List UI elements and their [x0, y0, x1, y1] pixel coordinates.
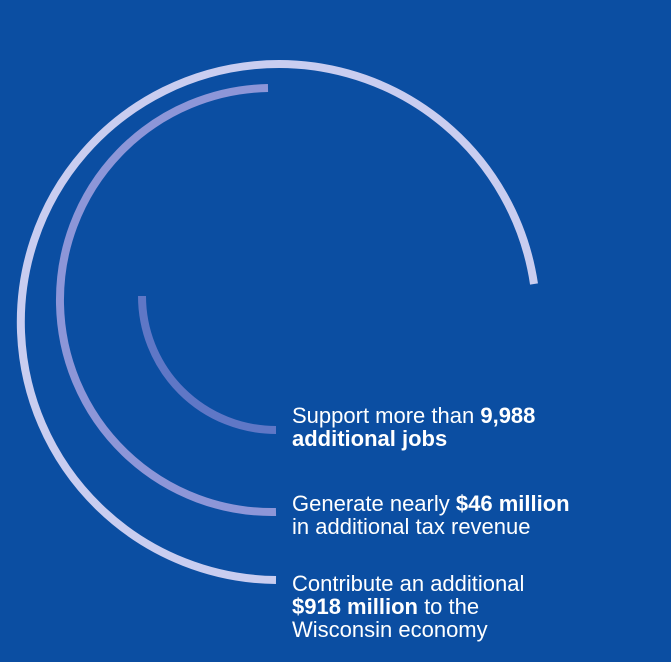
stat-tax-prefix: Generate nearly — [292, 491, 456, 516]
stat-tax-label: in additional tax revenue — [292, 514, 531, 539]
stat-jobs-label: additional jobs — [292, 426, 448, 451]
stat-economy-line3: Wisconsin economy — [292, 618, 524, 641]
stat-tax-revenue: Generate nearly $46 million in additiona… — [292, 492, 570, 538]
stat-economy-amount: $918 million — [292, 594, 418, 619]
stat-jobs-line2: additional jobs — [292, 427, 535, 450]
stat-economy-line1: Contribute an additional — [292, 572, 524, 595]
stat-jobs-prefix: Support more than — [292, 403, 481, 428]
stat-tax-amount: $46 million — [455, 491, 570, 516]
stat-economy-suffix: to the — [417, 594, 480, 619]
stat-economy: Contribute an additional $918 million to… — [292, 572, 524, 641]
stat-economy-line2: $918 million to the — [292, 595, 524, 618]
stat-tax-line1: Generate nearly $46 million — [292, 492, 570, 515]
stat-jobs-line1: Support more than 9,988 — [292, 404, 535, 427]
middle-arc — [55, 84, 277, 517]
stat-jobs: Support more than 9,988 additional jobs — [292, 404, 535, 450]
stat-jobs-number: 9,988 — [480, 403, 536, 428]
stat-economy-label: Wisconsin economy — [292, 617, 488, 642]
stat-economy-prefix: Contribute an additional — [292, 571, 525, 596]
stat-tax-line2: in additional tax revenue — [292, 515, 570, 538]
outer-arc — [16, 60, 538, 584]
inner-arc — [138, 295, 277, 434]
